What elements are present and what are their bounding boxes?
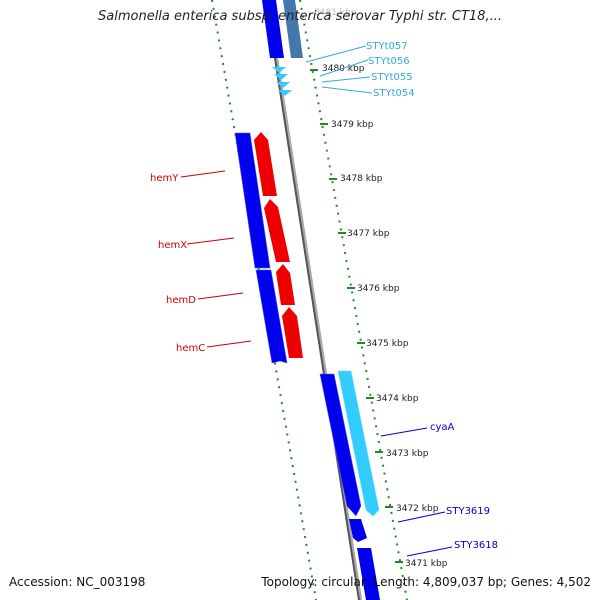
tick-label-3479: 3479 kbp	[331, 120, 374, 130]
ruler-outer-track	[299, 0, 408, 600]
trna-label-styt055: STYt055	[371, 72, 413, 83]
gene-hemX	[264, 199, 290, 262]
tick-label-3478: 3478 kbp	[340, 174, 383, 184]
tick-label-3474: 3474 kbp	[376, 394, 419, 404]
gene-label-STY3619: STY3619	[446, 506, 490, 517]
hem-operon-blue-strip[interactable]	[234, 132, 288, 364]
tick-label-3476: 3476 kbp	[357, 284, 400, 294]
gene-hemC	[282, 307, 303, 358]
gene-label-cyaA: cyaA	[430, 422, 455, 433]
accession-text: Accession: NC_003198	[9, 575, 146, 589]
trna-label-styt057: STYt057	[366, 41, 408, 52]
page-title: Salmonella enterica subsp. enterica sero…	[98, 9, 502, 24]
tick-label-3471: 3471 kbp	[405, 559, 448, 569]
gene-label-STY3618: STY3618	[454, 540, 498, 551]
gene-label-hemY: hemY	[150, 173, 179, 184]
hem-label-links	[180, 170, 252, 348]
trna-labels: STYt057 STYt056 STYt055 STYt054	[366, 41, 415, 99]
lower-labels: cyaA STY3619 STY3618	[430, 422, 498, 551]
tick-label-3473: 3473 kbp	[386, 449, 429, 459]
trna-label-styt054: STYt054	[373, 88, 415, 99]
trna-gene-cluster[interactable]	[272, 67, 292, 96]
top-gene-block[interactable]	[262, 0, 303, 58]
tick-label-3481: 3481 kbp	[314, 8, 357, 18]
lower-label-links	[380, 427, 453, 557]
gene-label-hemC: hemC	[176, 343, 205, 354]
ruler-labels: 3481 kbp 3480 kbp 3479 kbp 3478 kbp 3477…	[314, 8, 448, 569]
trna-label-links	[305, 45, 373, 94]
gene-STY3619	[349, 519, 367, 542]
gene-label-hemD: hemD	[166, 295, 196, 306]
hem-operon-red-genes[interactable]	[254, 132, 303, 358]
ruler-ticks	[310, 69, 403, 563]
tick-label-3477: 3477 kbp	[347, 229, 390, 239]
trna-label-styt056: STYt056	[368, 56, 410, 67]
gene-STY3618	[357, 548, 380, 600]
gene-cyaA-cyan	[337, 370, 380, 517]
gene-label-hemX: hemX	[158, 240, 187, 251]
gene-hemD	[276, 264, 295, 305]
topology-text: Topology: circular; Length: 4,809,037 bp…	[261, 575, 591, 589]
tick-label-3475: 3475 kbp	[366, 339, 409, 349]
tick-label-3472: 3472 kbp	[396, 504, 439, 514]
gene-cyaA-blue	[319, 373, 362, 517]
lower-forward-genes[interactable]	[319, 370, 380, 600]
tick-label-3480: 3480 kbp	[322, 64, 365, 74]
gene-hemY	[254, 132, 277, 196]
hem-labels: hemY hemX hemD hemC	[150, 173, 205, 354]
